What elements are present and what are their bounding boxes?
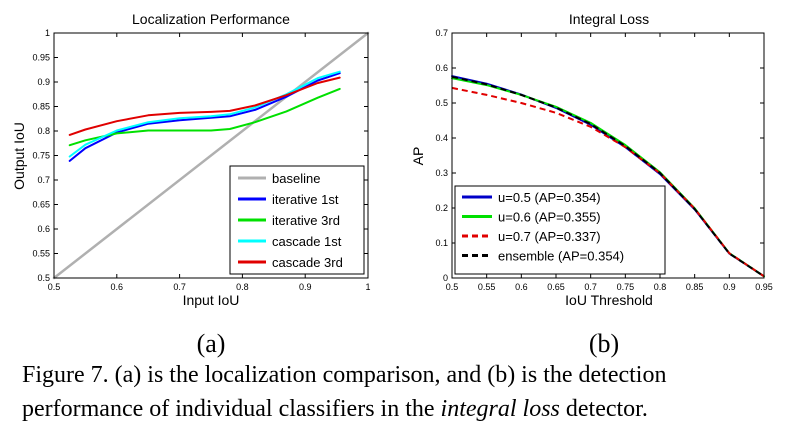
y-tick-label: 0.55 [32, 249, 50, 259]
chart-title: Localization Performance [132, 11, 290, 27]
panel-label-b: (b) [589, 329, 619, 358]
x-tick-label: 0.5 [48, 282, 61, 292]
plot-lines [52, 31, 370, 280]
x-tick-label: 0.75 [617, 282, 635, 292]
caption-line-1: Figure 7. (a) is the localization compar… [22, 362, 667, 388]
localization-performance-chart: Localization Performance Input IoU Outpu… [11, 11, 371, 358]
caption-emphasis: integral loss [440, 396, 560, 422]
series-line-0 [52, 31, 370, 280]
y-tick-label: 0.9 [37, 77, 50, 87]
y-tick-label: 0.5 [37, 273, 50, 283]
axis-ticks: 0.5 0.6 0.7 0.8 0.9 1 0.5 0.55 0.6 0.65 0.7 0.75 0.8… [32, 28, 370, 292]
legend-label: iterative 3rd [272, 213, 340, 228]
x-tick-label: 0.55 [478, 282, 496, 292]
chart-title: Integral Loss [569, 11, 649, 27]
x-tick-label: 0.7 [173, 282, 186, 292]
legend: u=0.5 (AP=0.354) u=0.6 (AP=0.355) u=0.7 (A… [454, 185, 666, 275]
x-axis-label: Input IoU [183, 292, 240, 308]
y-tick-label: 0.75 [32, 151, 50, 161]
y-tick-label: 0.5 [435, 98, 448, 108]
y-tick-label: 0.8 [37, 126, 50, 136]
series-line-4 [68, 76, 341, 136]
x-tick-label: 0.85 [686, 282, 704, 292]
x-tick-label: 0.95 [755, 282, 773, 292]
x-tick-label: 0.9 [723, 282, 736, 292]
legend-label: ensemble (AP=0.354) [498, 249, 624, 264]
x-tick-label: 0.7 [584, 282, 597, 292]
legend-label: baseline [272, 171, 320, 186]
y-tick-label: 0.6 [435, 63, 448, 73]
x-tick-label: 1 [365, 282, 370, 292]
legend-label: u=0.6 (AP=0.355) [498, 210, 601, 225]
y-axis-label: AP [410, 147, 426, 166]
x-tick-label: 0.5 [446, 282, 459, 292]
integral-loss-chart: Integral Loss IoU Threshold AP 0.5 0.55 0.… [410, 11, 773, 358]
panel-label-a: (a) [197, 329, 226, 358]
legend-label: cascade 1st [272, 234, 342, 249]
x-tick-label: 0.8 [654, 282, 667, 292]
y-tick-label: 0.65 [32, 200, 50, 210]
x-tick-label: 0.6 [515, 282, 528, 292]
plot-frame [53, 32, 369, 279]
y-tick-label: 0.85 [32, 102, 50, 112]
y-tick-label: 0.7 [37, 175, 50, 185]
x-tick-label: 0.6 [111, 282, 124, 292]
y-tick-label: 0.2 [435, 203, 448, 213]
x-tick-label: 0.65 [547, 282, 565, 292]
x-axis-label: IoU Threshold [565, 292, 653, 308]
caption-text: detector. [559, 396, 648, 422]
caption-line-2: performance of individual classifiers in… [22, 392, 792, 426]
y-tick-label: 0.95 [32, 53, 50, 63]
figure-caption: Figure 7. (a) is the localization compar… [22, 358, 792, 426]
y-tick-label: 0.6 [37, 224, 50, 234]
axis-ticks: 0.5 0.55 0.6 0.65 0.7 0.75 0.8 0.85 0.9 0.95 0 0.1 0… [435, 28, 772, 292]
plot-lines [451, 75, 765, 278]
series-line-3 [68, 70, 341, 158]
figure: Localization Performance Input IoU Outpu… [11, 11, 773, 358]
y-axis-label: Output IoU [11, 122, 27, 190]
y-tick-label: 0.1 [435, 238, 448, 248]
y-tick-label: 0.4 [435, 133, 448, 143]
legend-label: iterative 1st [272, 192, 339, 207]
series-line-2 [451, 86, 765, 278]
legend-label: u=0.5 (AP=0.354) [498, 190, 601, 205]
series-line-3 [451, 75, 765, 278]
y-tick-label: 0.7 [435, 28, 448, 38]
plot-frame [451, 32, 765, 279]
x-tick-label: 0.9 [299, 282, 312, 292]
caption-text: performance of individual classifiers in… [22, 396, 441, 422]
y-tick-label: 1 [45, 28, 50, 38]
legend-label: u=0.7 (AP=0.337) [498, 229, 601, 244]
x-tick-label: 0.8 [236, 282, 249, 292]
y-tick-label: 0.3 [435, 168, 448, 178]
legend: baseline iterative 1st iterative 3rd cascad… [229, 165, 365, 275]
legend-box [454, 185, 666, 275]
legend-label: cascade 3rd [272, 255, 343, 270]
y-tick-label: 0 [443, 273, 448, 283]
